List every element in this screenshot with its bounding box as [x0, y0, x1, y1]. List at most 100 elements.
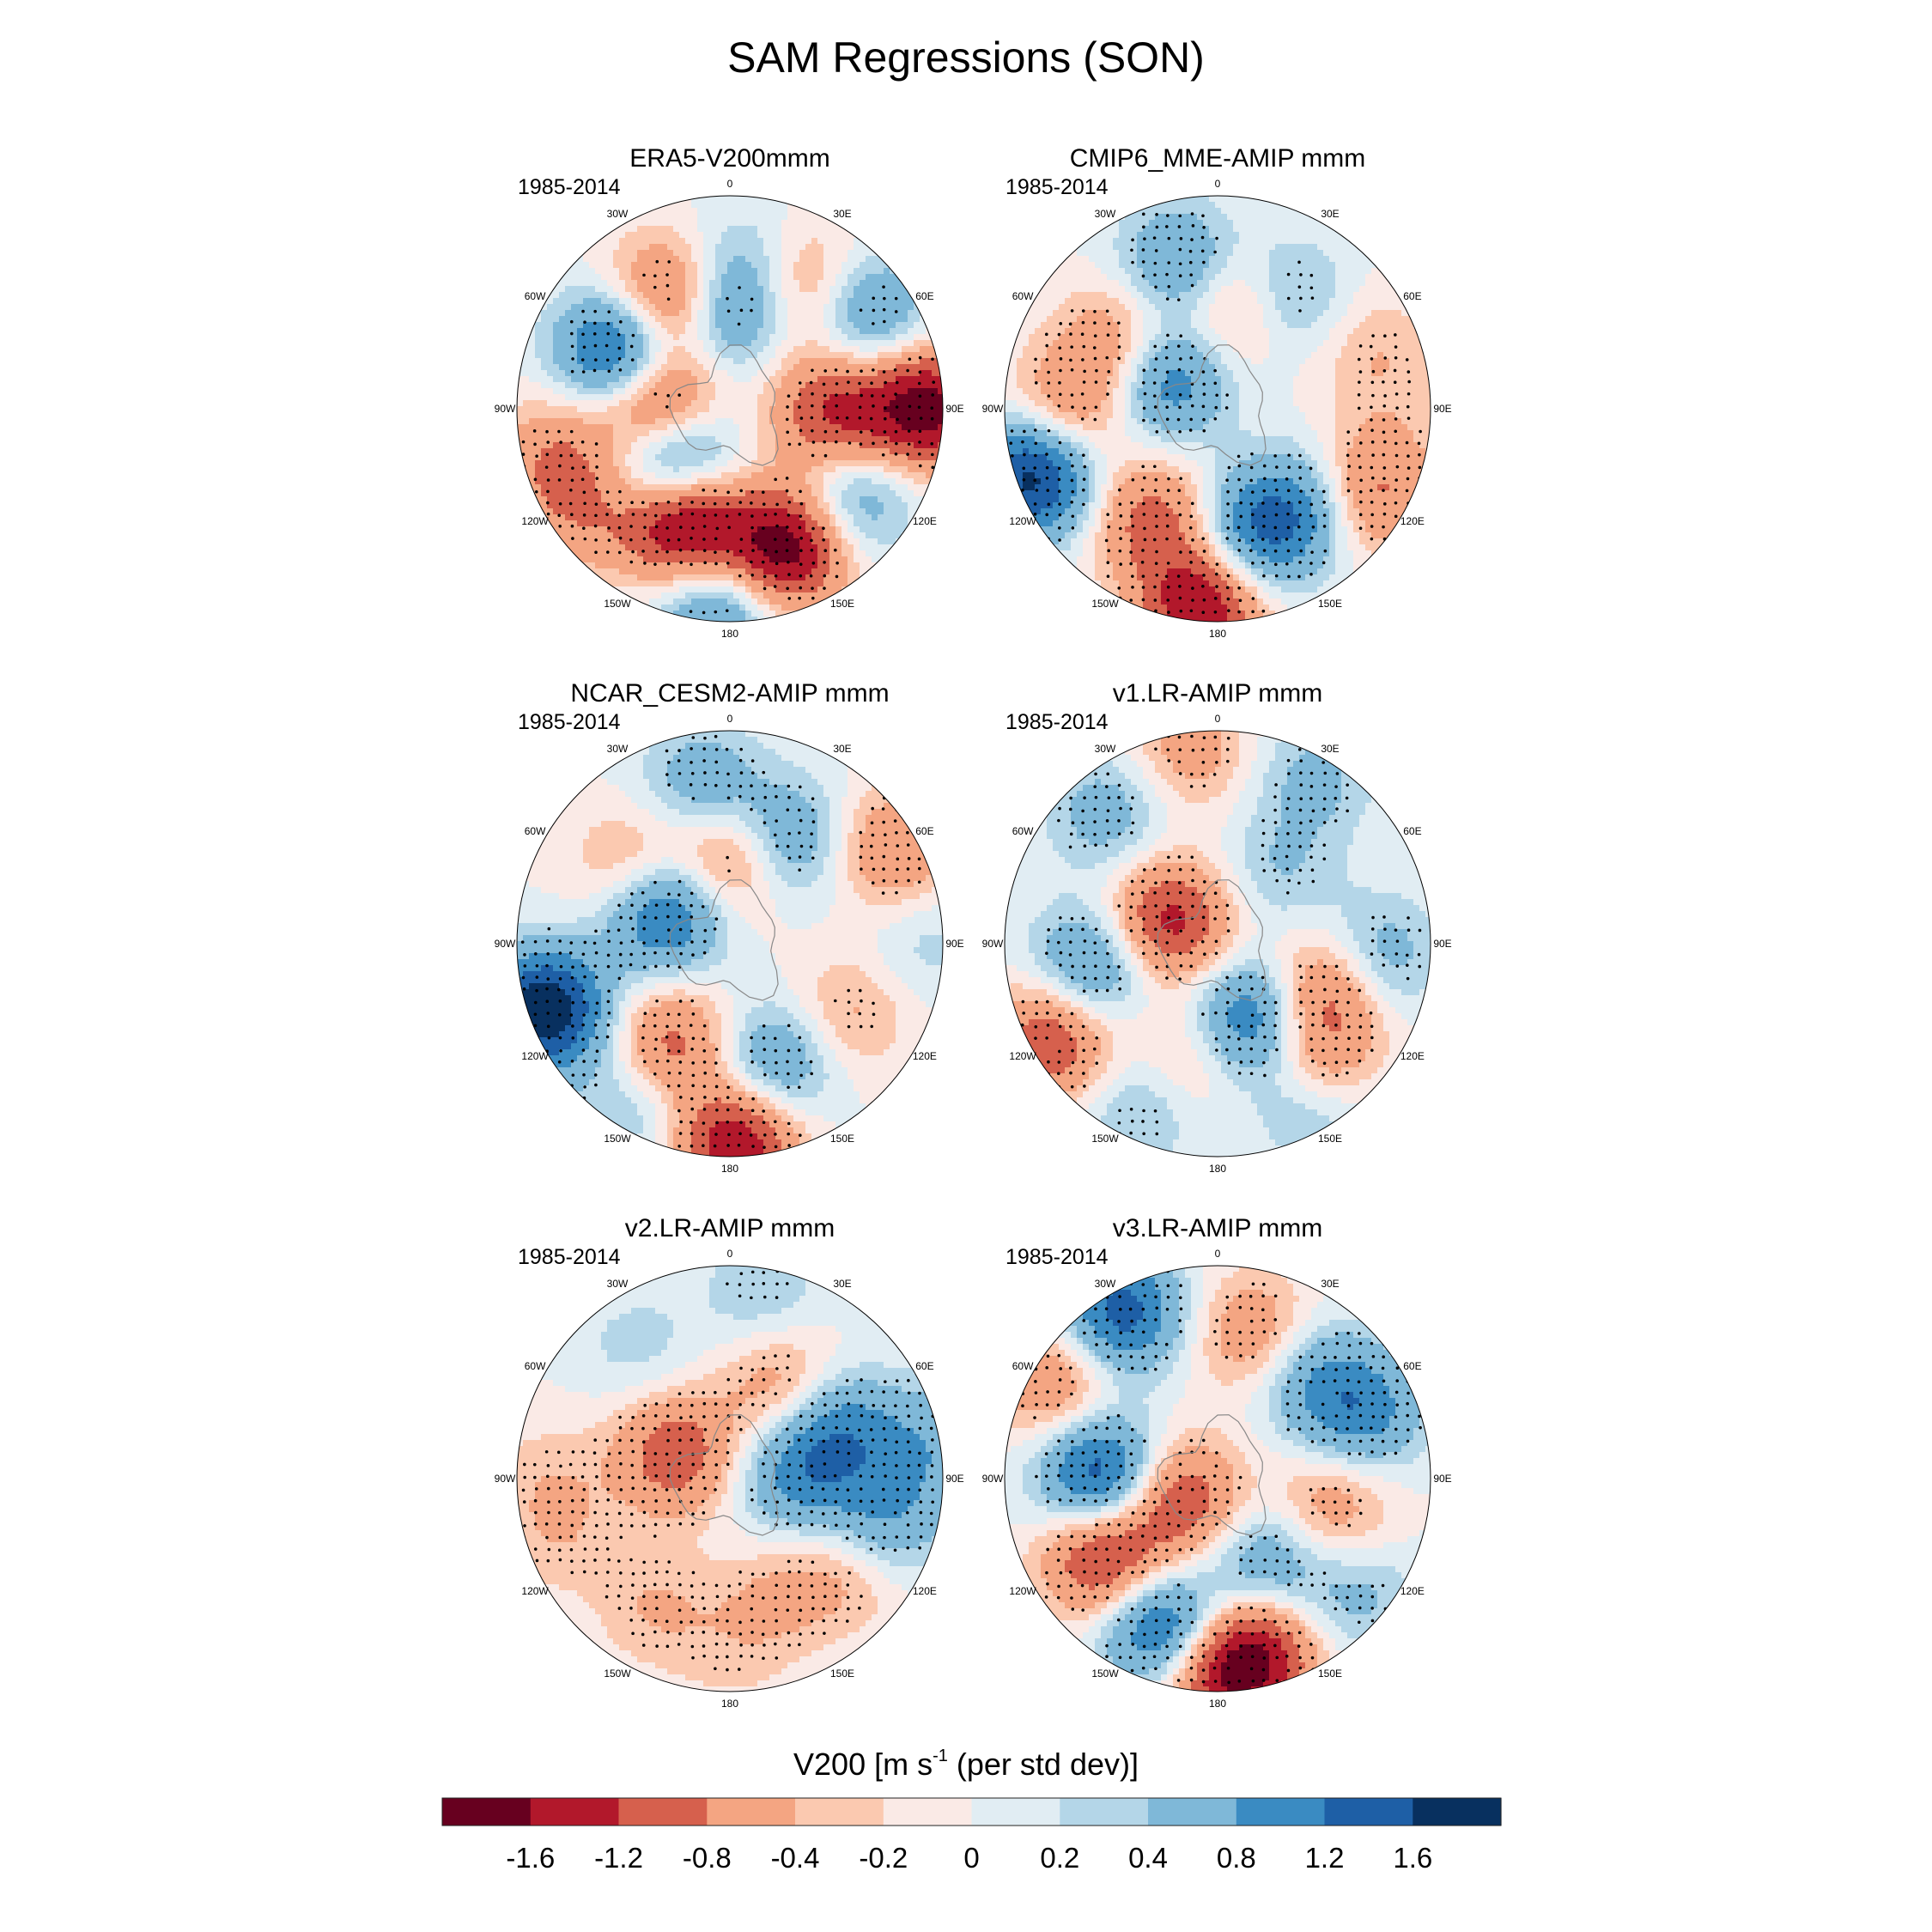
field-cell: [631, 250, 638, 257]
field-cell: [583, 346, 590, 353]
field-cell: [914, 346, 920, 353]
field-cell: [547, 484, 554, 491]
stipple-dot: [810, 416, 814, 420]
field-cell: [1227, 220, 1234, 227]
field-cell: [559, 394, 566, 401]
field-cell: [685, 412, 692, 419]
field-cell: [811, 226, 818, 233]
field-cell: [751, 532, 758, 539]
stipple-dot: [870, 381, 873, 386]
field-cell: [763, 382, 770, 389]
field-cell: [835, 466, 842, 473]
field-cell: [823, 532, 830, 539]
field-cell: [926, 430, 933, 437]
field-cell: [769, 496, 776, 503]
field-cell: [769, 298, 776, 305]
panel-title: ERA5-V200mmm: [629, 144, 829, 173]
field-cell: [1113, 226, 1120, 233]
field-cell: [878, 358, 884, 365]
field-cell: [727, 334, 734, 341]
field-cell: [1083, 256, 1090, 263]
field-cell: [805, 538, 812, 545]
field-cell: [1329, 256, 1336, 263]
field-cell: [835, 250, 842, 257]
field-cell: [829, 376, 836, 383]
stipple-dot: [811, 586, 814, 590]
field-cell: [553, 508, 560, 515]
field-cell: [896, 322, 902, 329]
field-cell: [896, 298, 902, 305]
field-cell: [769, 430, 776, 437]
stipple-dot: [750, 501, 753, 505]
field-cell: [811, 274, 818, 281]
field-cell: [1269, 262, 1276, 269]
field-cell: [841, 346, 848, 353]
field-cell: [709, 412, 716, 419]
field-cell: [799, 448, 806, 455]
field-cell: [709, 460, 716, 467]
field-cell: [751, 502, 758, 509]
field-cell: [727, 412, 734, 419]
field-cell: [757, 376, 764, 383]
field-cell: [914, 436, 920, 443]
stipple-dot: [726, 502, 730, 506]
field-cell: [1197, 220, 1204, 227]
field-cell: [523, 388, 530, 395]
field-cell: [625, 400, 632, 407]
field-cell: [878, 382, 884, 389]
field-cell: [535, 340, 542, 347]
field-cell: [848, 292, 854, 299]
field-cell: [631, 226, 638, 233]
field-cell: [685, 238, 692, 245]
field-cell: [751, 496, 758, 503]
field-cell: [601, 376, 608, 383]
field-cell: [745, 262, 752, 269]
field-cell: [577, 400, 584, 407]
stipple-dot: [823, 586, 826, 590]
field-cell: [757, 568, 764, 575]
field-cell: [848, 256, 854, 263]
field-cell: [613, 232, 620, 239]
field-cell: [1305, 208, 1312, 215]
field-cell: [763, 358, 770, 365]
field-cell: [625, 220, 632, 227]
stipple-dot: [546, 440, 550, 444]
field-cell: [1245, 262, 1252, 269]
field-cell: [595, 412, 602, 419]
field-cell: [781, 358, 788, 365]
field-cell: [577, 460, 584, 467]
field-cell: [769, 244, 776, 251]
field-cell: [787, 286, 794, 293]
field-cell: [559, 472, 566, 479]
field-cell: [1203, 220, 1210, 227]
field-cell: [817, 250, 824, 257]
field-cell: [1251, 220, 1258, 227]
field-cell: [823, 304, 830, 311]
field-cell: [547, 298, 554, 305]
field-cell: [715, 466, 722, 473]
field-cell: [733, 406, 740, 413]
field-cell: [1125, 250, 1132, 257]
field-cell: [763, 286, 770, 293]
field-cell: [643, 250, 650, 257]
field-cell: [751, 520, 758, 527]
field-cell: [673, 226, 680, 233]
field-cell: [793, 478, 800, 485]
field-cell: [613, 340, 620, 347]
field-cell: [595, 340, 602, 347]
field-cell: [601, 526, 608, 533]
field-cell: [781, 208, 788, 215]
field-cell: [631, 406, 638, 413]
field-cell: [811, 310, 818, 317]
field-cell: [793, 352, 800, 359]
field-cell: [739, 550, 746, 557]
field-cell: [769, 562, 776, 569]
field-cell: [866, 382, 872, 389]
field-cell: [1185, 226, 1192, 233]
field-cell: [607, 478, 614, 485]
field-cell: [655, 352, 662, 359]
field-cell: [1197, 262, 1204, 269]
field-cell: [667, 238, 674, 245]
field-cell: [787, 502, 794, 509]
field-cell: [631, 478, 638, 485]
